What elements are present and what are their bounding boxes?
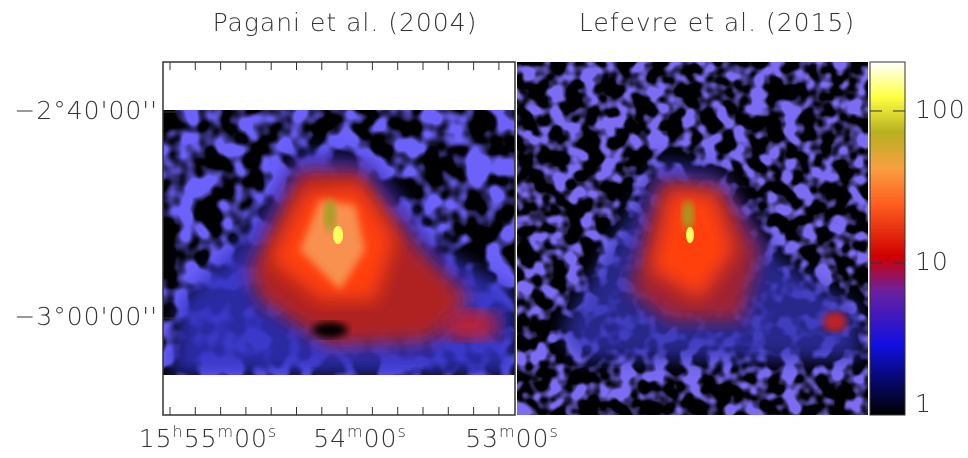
dec-tick-label: −2°40'00'' — [14, 96, 158, 125]
left-image — [162, 61, 516, 416]
panel-title: Pagani et al. (2004) — [213, 8, 478, 37]
colorbar-tick-label: 100 — [915, 95, 966, 124]
colorbar — [869, 61, 906, 416]
ra-tick-label: 15h55m00s — [139, 422, 278, 454]
dec-tick-label: −3°00'00'' — [14, 302, 158, 331]
colorbar-tick-label: 1 — [915, 389, 932, 418]
panel-title: Lefevre et al. (2015) — [579, 8, 855, 37]
colorbar-tick-label: 10 — [915, 247, 949, 276]
ra-tick-label: 53m00s — [465, 422, 559, 454]
right-image — [517, 62, 868, 415]
ra-tick-label: 54m00s — [313, 422, 407, 454]
